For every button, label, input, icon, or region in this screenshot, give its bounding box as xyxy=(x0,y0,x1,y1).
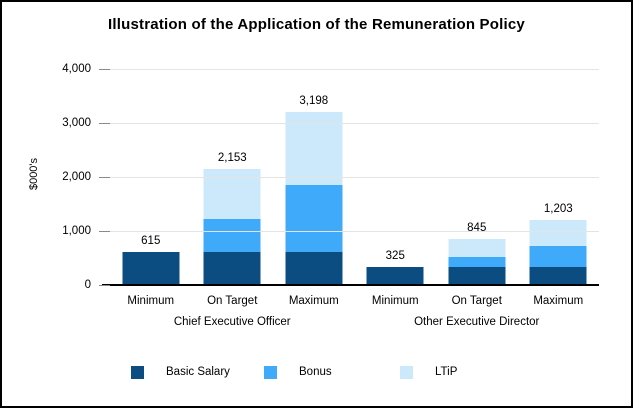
bar-segment-basic-salary xyxy=(285,251,343,285)
y-tick-label-3000: 3,000 xyxy=(62,117,91,129)
bar-stack-2 xyxy=(285,112,343,285)
bar-segment-bonus xyxy=(529,246,587,268)
x-label-2: Maximum xyxy=(288,295,339,307)
x-label-5: Maximum xyxy=(533,295,584,307)
legend-label-ltip: LTiP xyxy=(435,366,458,378)
bars-container: 615 2,153 3,198 325 845 1,203 xyxy=(110,69,599,285)
bar-stack-0 xyxy=(122,251,180,285)
y-tick-label-2000: 2,000 xyxy=(62,171,91,183)
bar-segment-ltip xyxy=(285,112,343,186)
bar-stack-1 xyxy=(203,168,261,285)
group-label-oed: Other Executive Director xyxy=(414,316,540,328)
bar-stack-5 xyxy=(529,220,587,285)
gridline-3000 xyxy=(110,122,599,124)
legend-item-basic-salary: Basic Salary xyxy=(131,366,230,379)
ltip-swatch-icon xyxy=(400,366,413,379)
gridline-2000 xyxy=(110,176,599,178)
x-axis-labels: Minimum On Target Maximum Minimum On Target M… xyxy=(110,295,599,307)
x-label-3: Minimum xyxy=(371,295,419,307)
bar-stack-3 xyxy=(366,267,424,285)
chart-title: Illustration of the Application of the R… xyxy=(108,16,525,33)
bar-segment-bonus xyxy=(203,218,261,252)
bar-column-4: 845 xyxy=(436,69,518,285)
x-axis-line xyxy=(102,284,599,286)
y-tick-4000 xyxy=(99,69,110,70)
category-group-labels: Chief Executive Officer Other Executive … xyxy=(110,316,599,328)
plot-area: 615 2,153 3,198 325 845 1,203 xyxy=(102,68,599,286)
y-tick-label-1000: 1,000 xyxy=(62,225,91,237)
bar-column-0: 615 xyxy=(110,69,192,285)
legend-label-bonus: Bonus xyxy=(299,366,332,378)
bar-total-label: 325 xyxy=(385,250,405,263)
bar-segment-basic-salary xyxy=(448,267,506,285)
legend-item-bonus: Bonus xyxy=(264,366,332,379)
bar-total-label: 1,203 xyxy=(543,203,573,216)
bar-segment-bonus xyxy=(285,185,343,252)
basic-salary-swatch-icon xyxy=(131,366,144,379)
bar-segment-ltip xyxy=(448,239,506,257)
bar-column-2: 3,198 xyxy=(273,69,355,285)
bar-total-label: 845 xyxy=(467,222,487,235)
gridline-1000 xyxy=(110,230,599,232)
legend-item-ltip: LTiP xyxy=(400,366,457,379)
bonus-swatch-icon xyxy=(264,366,277,379)
bar-total-label: 3,198 xyxy=(299,95,329,108)
x-label-4: On Target xyxy=(451,295,502,307)
bar-total-label: 615 xyxy=(141,234,161,247)
legend: Basic Salary Bonus LTiP xyxy=(2,366,631,382)
bar-segment-basic-salary xyxy=(366,267,424,285)
bar-stack-4 xyxy=(448,239,506,285)
bar-column-3: 325 xyxy=(355,69,437,285)
bar-segment-basic-salary xyxy=(529,267,587,285)
y-tick-1000 xyxy=(99,231,110,232)
bar-column-1: 2,153 xyxy=(192,69,274,285)
bar-segment-bonus xyxy=(448,256,506,268)
group-label-ceo: Chief Executive Officer xyxy=(173,316,291,328)
y-tick-0 xyxy=(99,285,110,286)
bar-segment-basic-salary xyxy=(122,251,180,285)
bar-total-label: 2,153 xyxy=(217,151,247,164)
legend-label-basic-salary: Basic Salary xyxy=(166,366,230,378)
y-tick-3000 xyxy=(99,123,110,124)
bar-segment-ltip xyxy=(529,220,587,247)
x-label-0: Minimum xyxy=(127,295,175,307)
bar-column-5: 1,203 xyxy=(518,69,600,285)
x-label-1: On Target xyxy=(207,295,258,307)
y-tick-2000 xyxy=(99,177,110,178)
gridline-4000 xyxy=(110,68,599,70)
y-tick-label-0: 0 xyxy=(84,279,91,291)
bar-segment-basic-salary xyxy=(203,251,261,285)
y-tick-label-4000: 4,000 xyxy=(62,63,91,75)
